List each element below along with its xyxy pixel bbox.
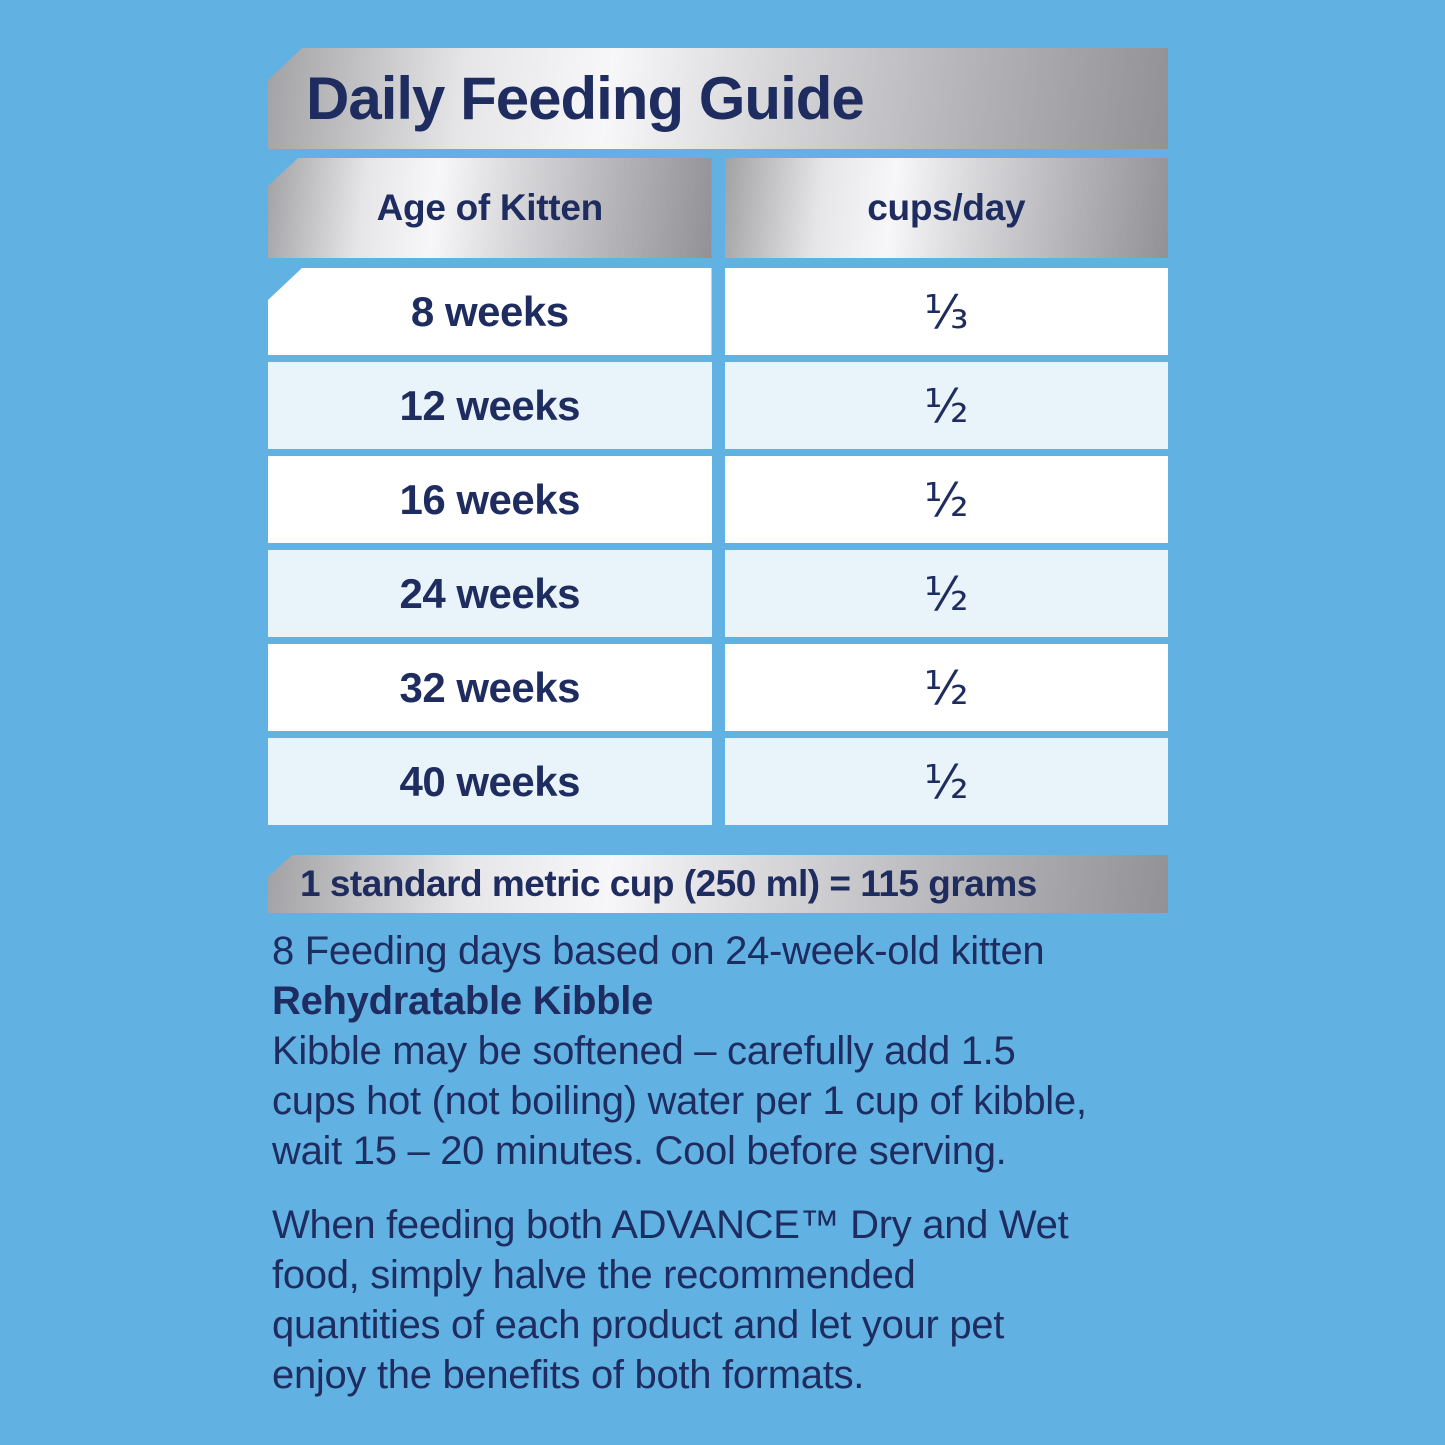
combo-line: enjoy the benefits of both formats. [272,1353,865,1397]
cups-cell: ½ [724,456,1168,543]
title-banner: Daily Feeding Guide [268,48,1168,149]
rehydratable-instructions: Kibble may be softened – carefully add 1… [272,1026,1332,1176]
age-cell: 32 weeks [268,644,712,731]
age-cell: 16 weeks [268,456,712,543]
rehydratable-line: cups hot (not boiling) water per 1 cup o… [272,1079,1087,1123]
notes-section: 8 Feeding days based on 24-week-old kitt… [272,926,1332,1400]
feeding-table-body: 8 weeks ⅓ 12 weeks ½ 16 weeks ½ 24 weeks… [268,268,1168,825]
cups-cell: ½ [724,644,1168,731]
table-row: 24 weeks ½ [268,550,1168,637]
age-cell: 40 weeks [268,738,712,825]
age-cell: 8 weeks [268,268,712,355]
rehydratable-line: wait 15 – 20 minutes. Cool before servin… [272,1129,1007,1173]
cups-cell: ½ [724,738,1168,825]
combo-line: quantities of each product and let your … [272,1303,1005,1347]
column-header-age: Age of Kitten [268,158,712,258]
feeding-days-note: 8 Feeding days based on 24-week-old kitt… [272,929,1045,973]
cups-cell: ½ [724,550,1168,637]
combo-line: When feeding both ADVANCE™ Dry and Wet [272,1203,1069,1247]
page-title: Daily Feeding Guide [306,65,865,132]
column-header-cups: cups/day [724,158,1168,258]
column-header-cups-label: cups/day [867,187,1026,228]
table-row: 16 weeks ½ [268,456,1168,543]
cup-conversion-banner: 1 standard metric cup (250 ml) = 115 gra… [268,855,1168,913]
table-row: 8 weeks ⅓ [268,268,1168,355]
combo-feeding-note: When feeding both ADVANCE™ Dry and Wet f… [272,1200,1332,1400]
table-row: 40 weeks ½ [268,738,1168,825]
age-cell: 24 weeks [268,550,712,637]
column-header-age-label: Age of Kitten [376,187,604,228]
table-row: 32 weeks ½ [268,644,1168,731]
cups-cell: ⅓ [724,268,1168,355]
cup-conversion-text: 1 standard metric cup (250 ml) = 115 gra… [300,863,1037,904]
table-header: Age of Kitten cups/day [268,158,1168,258]
rehydratable-heading: Rehydratable Kibble [272,979,654,1023]
rehydratable-line: Kibble may be softened – carefully add 1… [272,1029,1016,1073]
table-row: 12 weeks ½ [268,362,1168,449]
combo-line: food, simply halve the recommended [272,1253,916,1297]
age-cell: 12 weeks [268,362,712,449]
cups-cell: ½ [724,362,1168,449]
